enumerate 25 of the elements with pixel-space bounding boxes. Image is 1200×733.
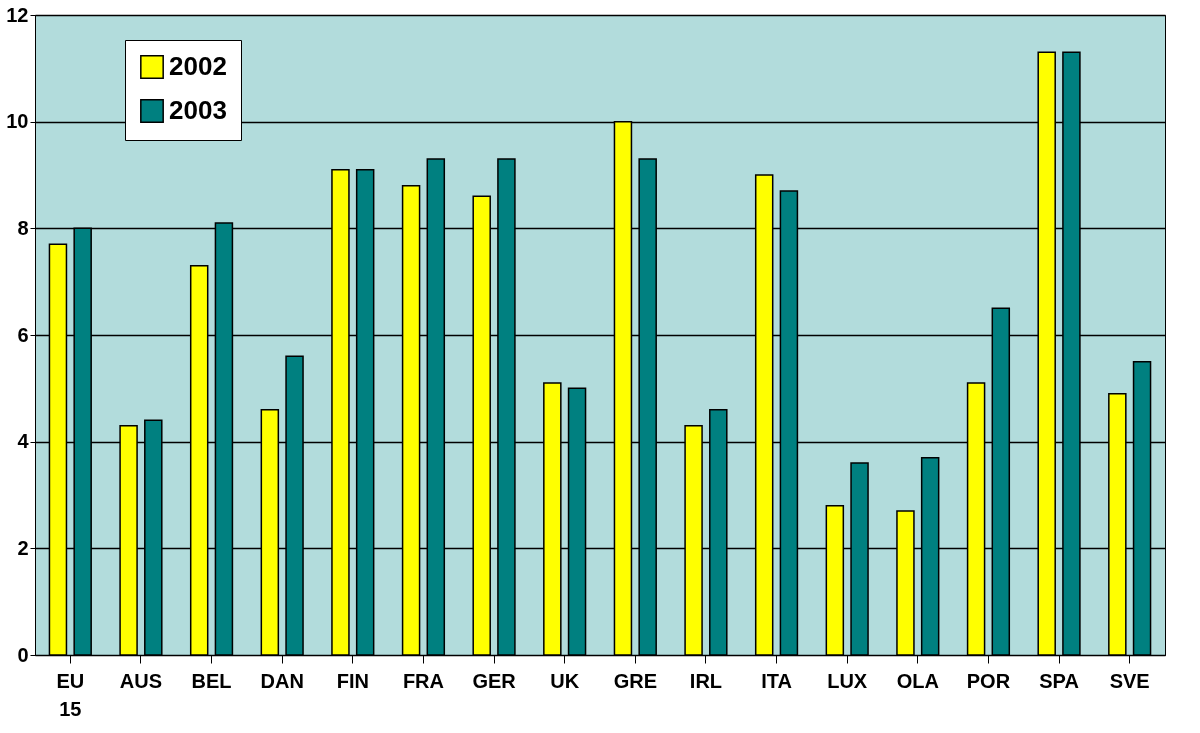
y-tick-label: 8 bbox=[17, 216, 29, 239]
x-tick-label: FIN bbox=[336, 669, 369, 692]
y-tick-label: 2 bbox=[17, 536, 29, 559]
x-tick-label: POR bbox=[966, 669, 1011, 692]
x-tick-label: GER bbox=[472, 669, 517, 692]
y-tick-label: 12 bbox=[6, 3, 29, 26]
x-tick-label: FRA bbox=[402, 669, 444, 692]
x-tick-label: IRL bbox=[689, 669, 723, 692]
x-tick-label: SPA bbox=[1039, 669, 1079, 692]
x-tick-label: SVE bbox=[1109, 669, 1150, 692]
y-tick-label: 10 bbox=[6, 110, 29, 133]
x-tick-label: GRE bbox=[613, 669, 657, 692]
y-tick-label: 4 bbox=[17, 430, 30, 453]
x-tick-label: DAN bbox=[260, 669, 304, 692]
x-tick-label: EU 15 bbox=[56, 669, 85, 720]
x-tick-label: UK bbox=[550, 669, 580, 692]
legend-label: 2002 bbox=[169, 51, 227, 81]
y-tick-label: 0 bbox=[17, 643, 29, 666]
legend-label: 2003 bbox=[169, 95, 227, 125]
x-tick-label: BEL bbox=[191, 669, 232, 692]
y-tick-label: 6 bbox=[17, 323, 29, 346]
x-tick-label: OLA bbox=[896, 669, 939, 692]
x-tick-label: ITA bbox=[761, 669, 792, 692]
x-tick-label: LUX bbox=[827, 669, 868, 692]
x-tick-label: AUS bbox=[119, 669, 163, 692]
